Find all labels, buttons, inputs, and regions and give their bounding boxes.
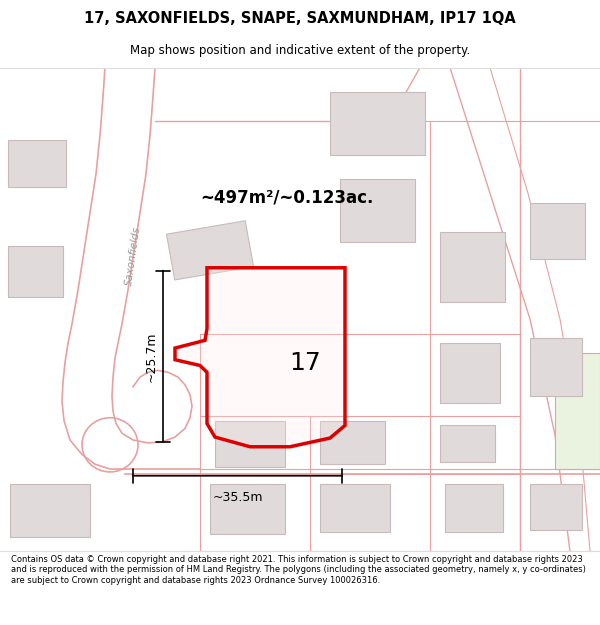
Bar: [215, 421, 285, 467]
Bar: [440, 232, 505, 302]
Text: 17, SAXONFIELDS, SNAPE, SAXMUNDHAM, IP17 1QA: 17, SAXONFIELDS, SNAPE, SAXMUNDHAM, IP17…: [84, 11, 516, 26]
Text: Saxonfields: Saxonfields: [124, 226, 142, 286]
Bar: [10, 484, 90, 537]
Text: ~25.7m: ~25.7m: [145, 331, 158, 381]
Bar: [8, 246, 63, 297]
Bar: [8, 140, 66, 186]
Bar: [320, 421, 385, 464]
Text: Map shows position and indicative extent of the property.: Map shows position and indicative extent…: [130, 44, 470, 57]
Bar: [440, 426, 495, 462]
Text: Contains OS data © Crown copyright and database right 2021. This information is : Contains OS data © Crown copyright and d…: [11, 555, 586, 585]
Bar: [340, 179, 415, 242]
Bar: [530, 338, 582, 396]
Bar: [555, 353, 600, 469]
Bar: [320, 484, 390, 532]
Bar: [440, 343, 500, 403]
Bar: [445, 484, 503, 532]
Text: ~497m²/~0.123ac.: ~497m²/~0.123ac.: [200, 189, 373, 207]
Bar: [530, 484, 582, 530]
PathPatch shape: [175, 268, 345, 447]
Bar: [530, 203, 585, 259]
Text: ~35.5m: ~35.5m: [212, 491, 263, 504]
Bar: [330, 92, 425, 154]
Bar: [210, 484, 285, 534]
Polygon shape: [166, 221, 254, 280]
Text: 17: 17: [289, 351, 321, 374]
